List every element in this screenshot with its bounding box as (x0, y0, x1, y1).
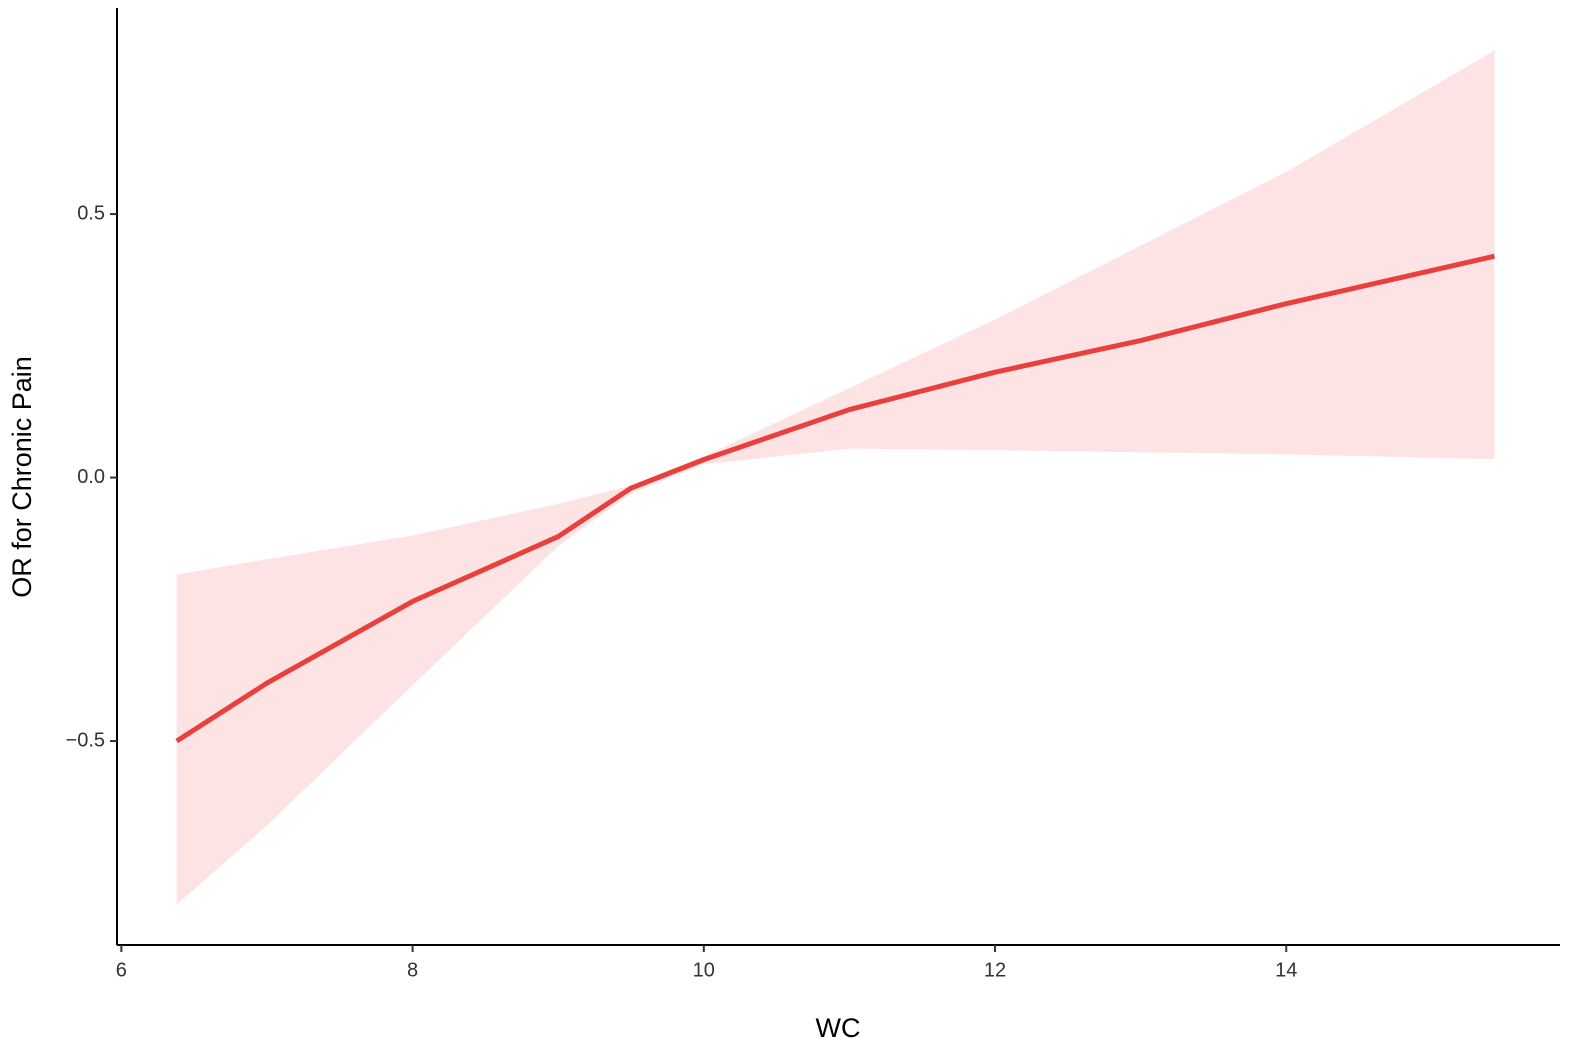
x-tick-label: 10 (693, 959, 715, 981)
y-tick-label: 0.0 (77, 466, 105, 488)
x-axis-title: WC (816, 1013, 861, 1043)
y-axis-title: OR for Chronic Pain (7, 356, 37, 598)
y-tick-label: 0.5 (77, 202, 105, 224)
y-tick-label: −0.5 (66, 729, 105, 751)
line (175, 253, 1496, 744)
confidence-band (176, 50, 1495, 905)
x-tick-label: 12 (984, 959, 1006, 981)
x-tick-label: 14 (1275, 959, 1297, 981)
x-tick-label: 8 (407, 959, 418, 981)
x-tick-label: 6 (116, 959, 127, 981)
